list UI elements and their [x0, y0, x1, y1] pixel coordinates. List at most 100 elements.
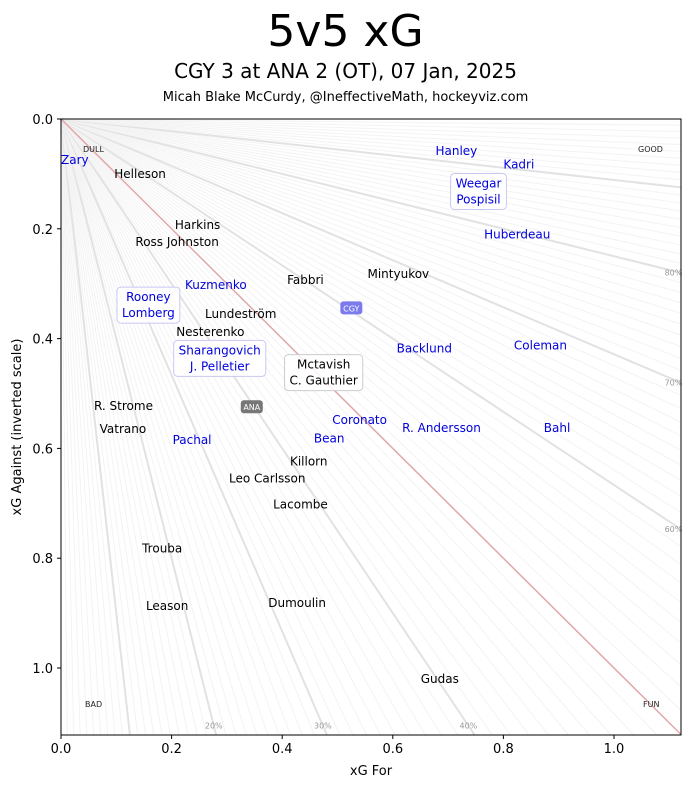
fan-line-minor [60, 118, 341, 736]
fan-line-minor [60, 118, 682, 181]
fan-line-minor [60, 118, 682, 229]
fan-line-major [60, 118, 131, 736]
fan-line-minor [60, 118, 426, 736]
fan-line-minor [60, 118, 682, 348]
fan-line-minor [60, 118, 682, 688]
fan-line-minor [60, 118, 180, 736]
player-label: Leason [146, 599, 188, 613]
player-label: Ross Johnston [135, 235, 218, 249]
fan-line-major [60, 118, 476, 736]
fan-line-minor [60, 118, 612, 736]
player-label: Mctavish [297, 358, 350, 372]
player-point: Fabbri [287, 273, 324, 287]
player-point: Hanley [435, 144, 477, 158]
fan-lines [60, 118, 682, 736]
player-point: Sharangovich J. Pelletier [173, 339, 267, 377]
even-split-line [60, 118, 682, 736]
fan-line-minor [60, 118, 682, 146]
fan-line-minor [60, 118, 682, 304]
fan-line-minor [60, 118, 682, 166]
corner-label-good: GOOD [638, 145, 663, 154]
player-point: Rooney Lomberg [116, 286, 181, 324]
player-point: Pachal [173, 433, 212, 447]
fan-line-minor [60, 118, 682, 325]
fan-line-minor [60, 118, 682, 196]
fan-line-minor [60, 118, 635, 736]
fan-line-minor [60, 118, 682, 423]
fan-line-minor [60, 118, 570, 736]
player-label: Lacombe [273, 497, 328, 511]
player-label: Vatrano [100, 422, 147, 436]
y-tick-label: 0.2 [32, 223, 53, 238]
player-label: Kuzmenko [185, 278, 247, 292]
y-tick-label: 0.0 [32, 113, 53, 128]
player-label: R. Andersson [402, 421, 481, 435]
player-point: R. Strome [94, 399, 153, 413]
fan-line-major [60, 118, 218, 736]
fan-line-minor [60, 118, 459, 736]
fan-line-minor [60, 118, 198, 736]
player-point: Ross Johnston [135, 235, 218, 249]
fan-line-minor [60, 118, 682, 152]
y-tick-label: 0.8 [32, 552, 53, 567]
percent-label: 20% [205, 722, 223, 731]
fan-line-minor [60, 118, 208, 736]
player-point: Helleson [114, 167, 166, 181]
player-point: Huberdeau [484, 227, 550, 241]
fan-line-major [60, 118, 682, 274]
player-point: Backlund [397, 341, 452, 355]
fan-line-minor [60, 118, 109, 736]
fan-line-minor [60, 118, 442, 736]
fan-line-minor [60, 118, 682, 255]
player-label: Trouba [141, 541, 182, 555]
player-label: Leo Carlsson [229, 471, 305, 485]
player-label: Bean [314, 432, 345, 446]
player-label: Fabbri [287, 273, 324, 287]
y-axis-label: xG Against (inverted scale) [10, 339, 25, 516]
fan-line-minor [60, 118, 682, 481]
player-point: Leason [146, 599, 188, 613]
fan-line-minor [60, 118, 682, 139]
fan-line-minor [60, 118, 682, 133]
x-tick-label: 0.8 [493, 742, 514, 757]
fan-line-minor [60, 118, 95, 736]
player-point: Kadri [503, 158, 534, 172]
fan-line-minor [60, 118, 147, 736]
fan-line-minor [60, 118, 88, 736]
x-tick-label: 0.6 [382, 742, 403, 757]
fan-line-minor [60, 118, 511, 736]
fan-line-minor [60, 118, 590, 736]
chart-credit: Micah Blake McCurdy, @IneffectiveMath, h… [162, 90, 529, 105]
fan-line-minor [60, 118, 396, 736]
player-label: Lundeström [205, 307, 276, 321]
player-label: Killorn [290, 454, 328, 468]
fan-line-minor [60, 118, 658, 736]
player-label: Nesterenko [176, 325, 244, 339]
team-markers: CGY ANA [240, 301, 363, 414]
fan-line-minor [60, 118, 75, 736]
corner-label-fun: FUN [643, 700, 659, 709]
fan-line-minor [60, 118, 81, 736]
fan-line-minor [60, 118, 411, 736]
fan-line-minor [60, 118, 682, 410]
fan-line-minor [60, 118, 354, 736]
player-point: Trouba [141, 541, 182, 555]
player-point: Dumoulin [268, 596, 326, 610]
player-point: Lundeström [205, 307, 276, 321]
player-label: Hanley [435, 144, 477, 158]
percent-labels: 20% 30% 40% 60% 70% 80% [205, 269, 683, 731]
fan-line-minor [60, 118, 682, 371]
player-label: C. Gauthier [290, 374, 358, 388]
fan-line-minor [60, 118, 682, 584]
x-axis-ticks: 0.0 0.2 0.4 0.6 0.8 1.0 [51, 735, 624, 757]
player-label: Dumoulin [268, 596, 326, 610]
fan-line-minor [60, 118, 189, 736]
player-label: Harkins [175, 218, 220, 232]
player-group-box [116, 286, 181, 324]
fan-line-minor [60, 118, 682, 451]
player-label: Sharangovich [179, 343, 261, 357]
fan-line-minor [60, 118, 682, 497]
player-label: Huberdeau [484, 227, 550, 241]
fan-line-minor [60, 118, 368, 736]
fan-line-minor [60, 118, 171, 736]
